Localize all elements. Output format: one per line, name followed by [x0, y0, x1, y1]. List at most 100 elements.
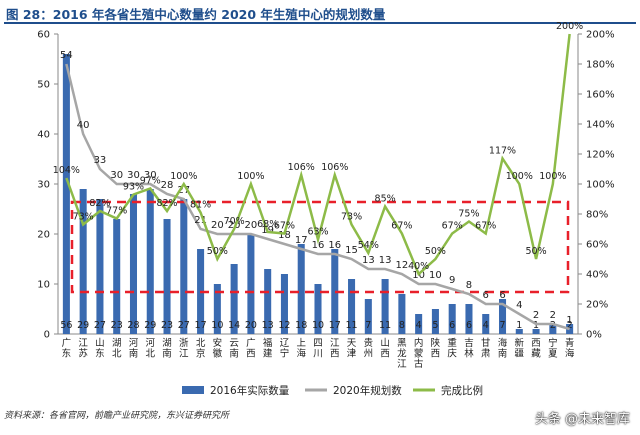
category-label: 湖北: [112, 338, 122, 360]
plan-value-label: 17: [295, 235, 308, 246]
ratio-value-label: 81%: [190, 200, 211, 211]
bar-value-label: 27: [94, 320, 106, 331]
bar: [79, 189, 87, 334]
category-label: 湖南: [162, 338, 172, 360]
ratio-value-label: 100%: [539, 171, 566, 182]
bar-value-label: 11: [379, 320, 391, 331]
category-label: 西藏: [531, 338, 541, 360]
ratio-value-label: 97%: [140, 176, 161, 187]
bar: [532, 329, 540, 334]
y2-tick-label: 0%: [586, 330, 602, 341]
bar-value-label: 10: [312, 320, 324, 331]
ratio-value-label: 50%: [526, 246, 547, 257]
category-label: 青海: [565, 337, 575, 360]
ratio-value-label: 67%: [475, 221, 496, 232]
ratio-value-label: 73%: [73, 212, 94, 223]
plan-line: [65, 63, 570, 331]
ratio-value-label: 93%: [123, 182, 144, 193]
bar: [482, 314, 490, 334]
y2-tick-label: 200%: [586, 30, 615, 41]
bar-value-label: 12: [278, 320, 290, 331]
ratio-value-label: 85%: [375, 194, 396, 205]
legend-label: 2016年实际数量: [210, 384, 290, 397]
bar: [364, 299, 372, 334]
bar: [381, 279, 389, 334]
bar: [163, 219, 171, 334]
ratio-value-label: 68%: [257, 219, 278, 230]
ratio-value-label: 73%: [341, 212, 362, 223]
plan-value-label: 28: [161, 180, 174, 191]
bar-value-label: 17: [195, 320, 207, 331]
ratio-value-label: 104%: [53, 165, 80, 176]
legend-label: 2020年规划数: [333, 384, 402, 397]
bar-value-label: 5: [432, 320, 438, 331]
bar: [96, 199, 104, 334]
plan-value-label: 21: [194, 215, 207, 226]
category-label: 黑龙江: [397, 338, 407, 370]
plan-value-label: 30: [144, 170, 157, 181]
category-label: 山东: [95, 338, 105, 360]
ratio-value-label: 67%: [391, 221, 412, 232]
plan-value-label: 20: [211, 220, 224, 231]
plan-value-label: 30: [127, 170, 140, 181]
y2-tick-label: 160%: [586, 90, 615, 101]
bar: [549, 324, 557, 334]
ratio-value-label: 100%: [237, 171, 264, 182]
bar-value-label: 28: [127, 320, 139, 331]
plan-value-label: 1: [566, 315, 572, 326]
plan-value-label: 15: [345, 245, 358, 256]
ratio-value-label: 82%: [156, 198, 177, 209]
category-label: 辽宁: [280, 337, 290, 360]
plan-value-label: 9: [449, 275, 455, 286]
bar: [448, 304, 456, 334]
chart-title: 图 28：2016 年各省生殖中心数量约 2020 年生殖中心的规划数量: [6, 7, 386, 22]
y-tick-label: 30: [37, 180, 50, 191]
bar-value-label: 27: [178, 320, 190, 331]
bar-value-label: 1: [516, 320, 522, 331]
category-label: 江苏: [78, 338, 88, 360]
plan-value-label: 12: [396, 260, 409, 271]
category-label: 甘肃: [481, 337, 491, 360]
category-label: 浙江: [179, 337, 189, 360]
ratio-value-label: 100%: [506, 171, 533, 182]
category-label: 吉林: [464, 338, 474, 360]
plan-value-label: 20: [245, 220, 258, 231]
bar: [113, 219, 121, 334]
y-tick-label: 50: [37, 80, 50, 91]
category-label: 福建: [263, 337, 273, 360]
ratio-value-label: 70%: [224, 216, 245, 227]
y2-tick-label: 40%: [586, 270, 608, 281]
category-label: 新疆: [515, 337, 525, 360]
plan-value-label: 2: [550, 310, 556, 321]
plan-value-label: 6: [483, 290, 489, 301]
bar: [498, 299, 507, 334]
plan-value-label: 18: [278, 230, 291, 241]
plan-value-label: 13: [362, 255, 375, 266]
plan-value-label: 13: [379, 255, 392, 266]
watermark: 头条 @未来智库: [534, 412, 630, 427]
plan-value-label: 2: [533, 310, 539, 321]
highlight-box: [70, 200, 570, 294]
bar: [431, 309, 439, 334]
y-tick-label: 20: [37, 230, 50, 241]
source-note: 资料来源：各省官网，前瞻产业研究院，东兴证券研究所: [4, 411, 230, 421]
y2-tick-label: 60%: [586, 240, 608, 251]
bar-value-label: 7: [365, 320, 371, 331]
bar: [230, 264, 238, 334]
plan-value-label: 54: [60, 50, 73, 61]
bar: [264, 269, 272, 334]
bar-value-label: 18: [295, 320, 307, 331]
ratio-value-label: 50%: [207, 246, 228, 257]
ratio-value-label: 67%: [442, 221, 463, 232]
bar-value-label: 14: [228, 320, 240, 331]
bar-value-label: 4: [416, 320, 422, 331]
bar: [398, 294, 406, 334]
category-label: 重庆: [447, 337, 457, 360]
bar-value-label: 1: [533, 320, 539, 331]
y2-tick-label: 120%: [586, 150, 615, 161]
plan-value-label: 6: [499, 290, 505, 301]
plan-value-label: 30: [110, 170, 123, 181]
bar-value-label: 29: [77, 320, 89, 331]
y2-tick-label: 80%: [586, 210, 608, 221]
